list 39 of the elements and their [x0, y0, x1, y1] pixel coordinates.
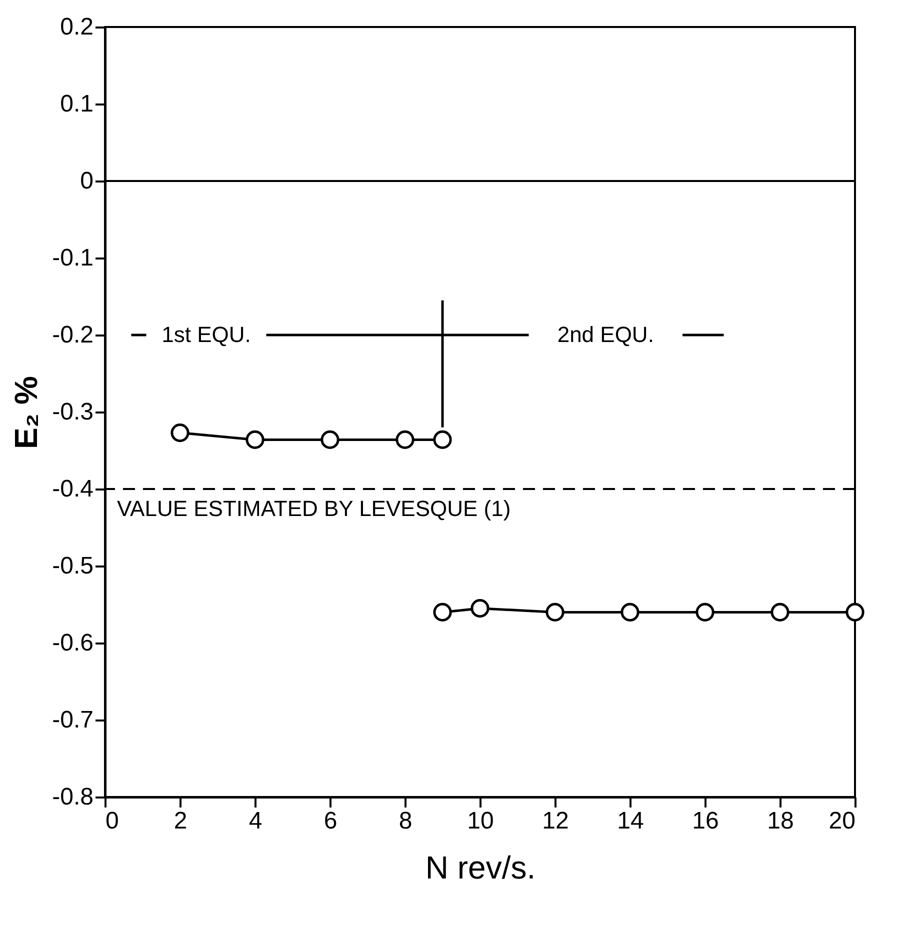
x-tick-label: 2	[174, 808, 188, 834]
y-tick-label: -0.7	[52, 706, 94, 734]
y-tick-label: -0.8	[52, 784, 94, 810]
y-tick-label: -0.2	[52, 322, 94, 348]
point	[320, 430, 340, 450]
point	[433, 430, 452, 450]
point	[846, 602, 864, 622]
y-tick-label: -0.5	[52, 552, 94, 580]
y-tick-label: 0.2	[60, 14, 94, 40]
y-tick-label: -0.4	[52, 476, 94, 502]
x-tick-label: 10	[467, 808, 494, 834]
point	[770, 602, 790, 622]
x-tick-label: 0	[106, 808, 119, 834]
point	[620, 602, 640, 622]
point	[433, 602, 452, 622]
x-tick-label: 4	[248, 808, 262, 834]
point	[696, 602, 714, 622]
y-tick-label: 0.1	[60, 90, 94, 118]
x-tick-label: 16	[692, 808, 719, 834]
x-tick-label: 8	[398, 808, 412, 834]
y-tick-label: -0.6	[52, 630, 94, 656]
legend-label: VALUE ESTIMATED BY LEVESQUE (1)	[117, 496, 511, 521]
annotation: 1st EQU.	[162, 322, 251, 347]
point	[470, 599, 490, 618]
annotation: 2nd EQU.	[557, 322, 654, 347]
x-tick-label: 14	[617, 808, 644, 834]
x-tick-label: 20	[828, 808, 856, 834]
x-tick-label: 18	[767, 808, 794, 834]
x-tick-label: 6	[324, 808, 338, 834]
x-tick-label: 12	[542, 808, 569, 834]
point	[396, 430, 414, 450]
point	[546, 602, 564, 622]
y-tick-label: -0.1	[52, 244, 94, 272]
point	[170, 423, 190, 442]
y-tick-label: 0	[80, 168, 94, 194]
x-axis-title: N rev/s.	[425, 850, 536, 886]
point	[246, 430, 264, 450]
y-tick-label: -0.3	[52, 398, 94, 426]
y-axis-title: E₂ %	[8, 376, 44, 449]
